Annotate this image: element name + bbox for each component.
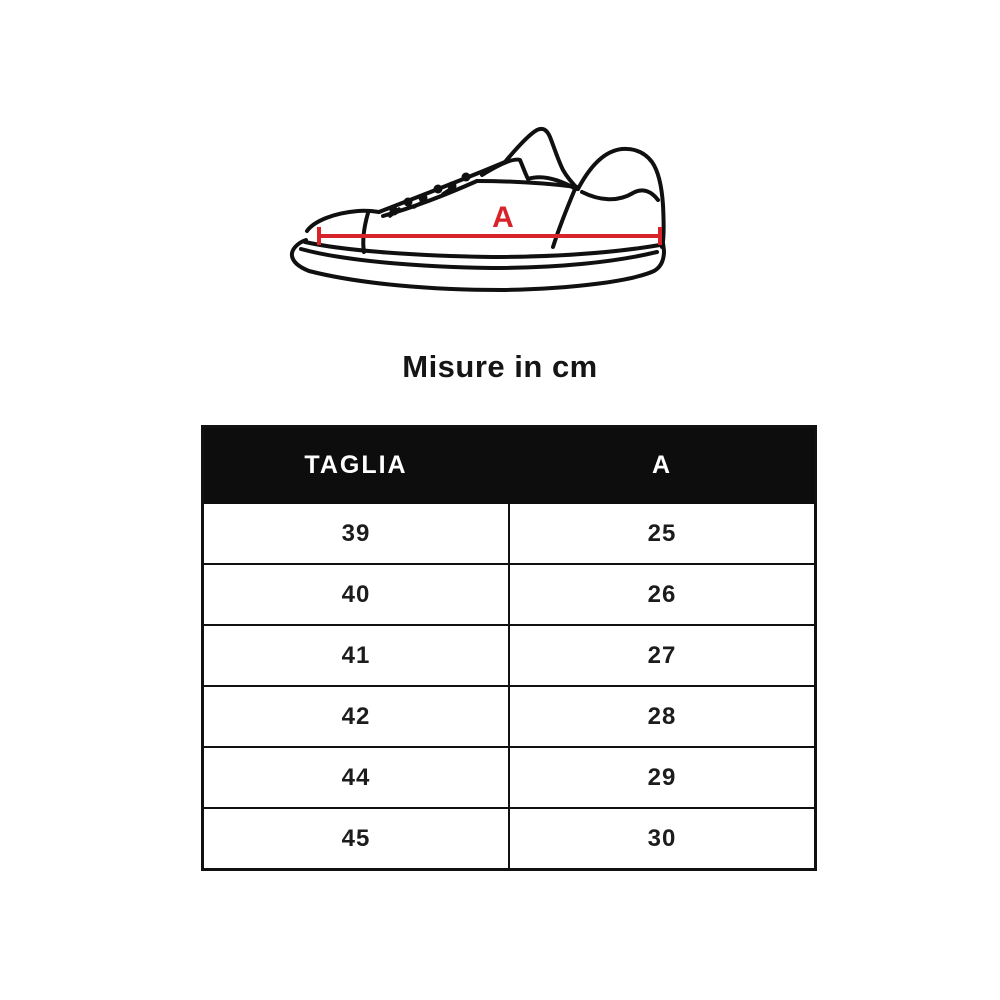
cell-taglia: 41 xyxy=(201,624,510,687)
cell-taglia: 44 xyxy=(201,746,510,809)
table-row: 42 28 xyxy=(201,685,817,748)
cell-a: 27 xyxy=(508,624,817,687)
size-table: TAGLIA A 39 25 40 26 41 27 42 28 44 xyxy=(201,425,817,871)
table-row: 45 30 xyxy=(201,807,817,871)
sneaker-diagram: A xyxy=(289,126,666,292)
table-row: 44 29 xyxy=(201,746,817,809)
measurement-label: A xyxy=(492,201,514,234)
sneaker-outline-icon xyxy=(289,126,666,292)
measurement-arrow xyxy=(317,227,662,245)
header-cell-a: A xyxy=(508,425,817,504)
table-header-row: TAGLIA A xyxy=(201,425,817,504)
table-row: 40 26 xyxy=(201,563,817,626)
table-row: 39 25 xyxy=(201,502,817,565)
cell-taglia: 39 xyxy=(201,502,510,565)
cell-a: 30 xyxy=(508,807,817,871)
page-title: Misure in cm xyxy=(402,349,598,384)
cell-taglia: 42 xyxy=(201,685,510,748)
cell-a: 26 xyxy=(508,563,817,626)
cell-a: 25 xyxy=(508,502,817,565)
cell-a: 28 xyxy=(508,685,817,748)
table-row: 41 27 xyxy=(201,624,817,687)
cell-a: 29 xyxy=(508,746,817,809)
lace-eyelets-icon xyxy=(389,172,471,216)
header-cell-taglia: TAGLIA xyxy=(201,425,510,504)
cell-taglia: 45 xyxy=(201,807,510,871)
cell-taglia: 40 xyxy=(201,563,510,626)
